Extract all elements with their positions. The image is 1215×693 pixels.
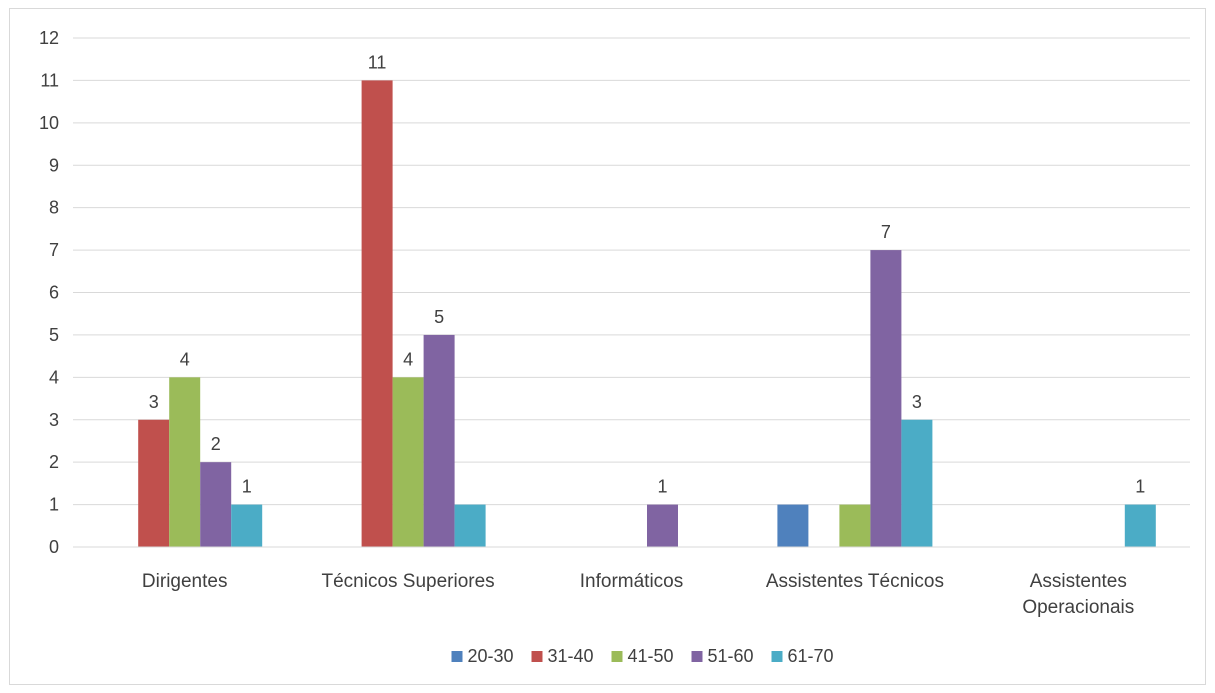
y-tick-label: 11 xyxy=(40,70,59,90)
bar-41-50 xyxy=(392,377,424,547)
y-tick-label: 6 xyxy=(49,283,59,303)
y-tick-label: 0 xyxy=(49,537,59,557)
bar-51-60 xyxy=(647,504,678,547)
legend: 20-30 31-40 41-50 51-60 61-70 xyxy=(451,646,834,666)
bar-41-50 xyxy=(839,504,871,547)
bar-51-60 xyxy=(200,462,232,547)
data-label: 1 xyxy=(1135,477,1145,497)
legend-swatch xyxy=(611,651,623,662)
y-tick-label: 5 xyxy=(49,325,59,345)
category-label: Assistentes Técnicos xyxy=(766,571,944,592)
bar-20-30 xyxy=(777,504,809,547)
category-label: Assistentes Operacionais xyxy=(1022,571,1134,618)
data-label: 4 xyxy=(403,349,413,369)
data-label: 2 xyxy=(211,434,221,454)
y-tick-label: 9 xyxy=(49,155,59,175)
category-label: Informáticos xyxy=(580,571,683,592)
bar-61-70 xyxy=(901,419,933,547)
category-label-line: Operacionais xyxy=(1022,597,1134,618)
bar-61-70 xyxy=(454,504,486,547)
bars xyxy=(138,80,1156,548)
category-label-line: Assistentes xyxy=(1030,571,1127,592)
bar-31-40 xyxy=(361,80,393,548)
bar-41-50 xyxy=(169,377,201,547)
legend-label: 51-60 xyxy=(708,646,754,666)
data-label: 3 xyxy=(912,392,922,412)
y-tick-label: 2 xyxy=(49,452,59,472)
data-label: 5 xyxy=(434,307,444,327)
bar-51-60 xyxy=(423,334,455,547)
bar-61-70 xyxy=(231,504,263,547)
bar-51-60 xyxy=(870,250,902,548)
legend-label: 20-30 xyxy=(468,646,514,666)
category-label: Técnicos Superiores xyxy=(321,571,494,592)
legend-swatch xyxy=(531,651,543,662)
y-tick-label: 3 xyxy=(49,410,59,430)
y-tick-label: 10 xyxy=(39,113,59,133)
chart-frame: 0 1 2 3 4 5 6 7 8 9 10 11 12 Dirigentes Técnicos Super… xyxy=(9,8,1206,685)
y-tick-label: 1 xyxy=(49,495,59,515)
data-label: 1 xyxy=(242,477,252,497)
legend-label: 61-70 xyxy=(788,646,834,666)
data-label: 3 xyxy=(149,392,159,412)
category-label: Dirigentes xyxy=(142,571,228,592)
legend-label: 31-40 xyxy=(548,646,594,666)
y-tick-label: 7 xyxy=(49,240,59,260)
category-label-line: Técnicos Superiores xyxy=(321,571,494,592)
legend-swatch xyxy=(691,651,703,662)
gridlines xyxy=(73,37,1190,506)
category-label-line: Dirigentes xyxy=(142,571,228,592)
y-tick-label: 4 xyxy=(49,367,59,387)
legend-swatch xyxy=(771,651,783,662)
data-label: 7 xyxy=(881,222,891,242)
category-label-line: Assistentes Técnicos xyxy=(766,571,944,592)
data-label: 11 xyxy=(368,52,387,72)
legend-swatch xyxy=(451,651,463,662)
bar-61-70 xyxy=(1124,504,1156,547)
y-tick-label: 12 xyxy=(39,28,59,48)
bar-31-40 xyxy=(138,419,170,547)
data-label: 4 xyxy=(180,349,190,369)
category-label-line: Informáticos xyxy=(580,571,683,592)
legend-label: 41-50 xyxy=(628,646,674,666)
y-tick-label: 8 xyxy=(49,198,59,218)
data-label: 1 xyxy=(657,477,667,497)
